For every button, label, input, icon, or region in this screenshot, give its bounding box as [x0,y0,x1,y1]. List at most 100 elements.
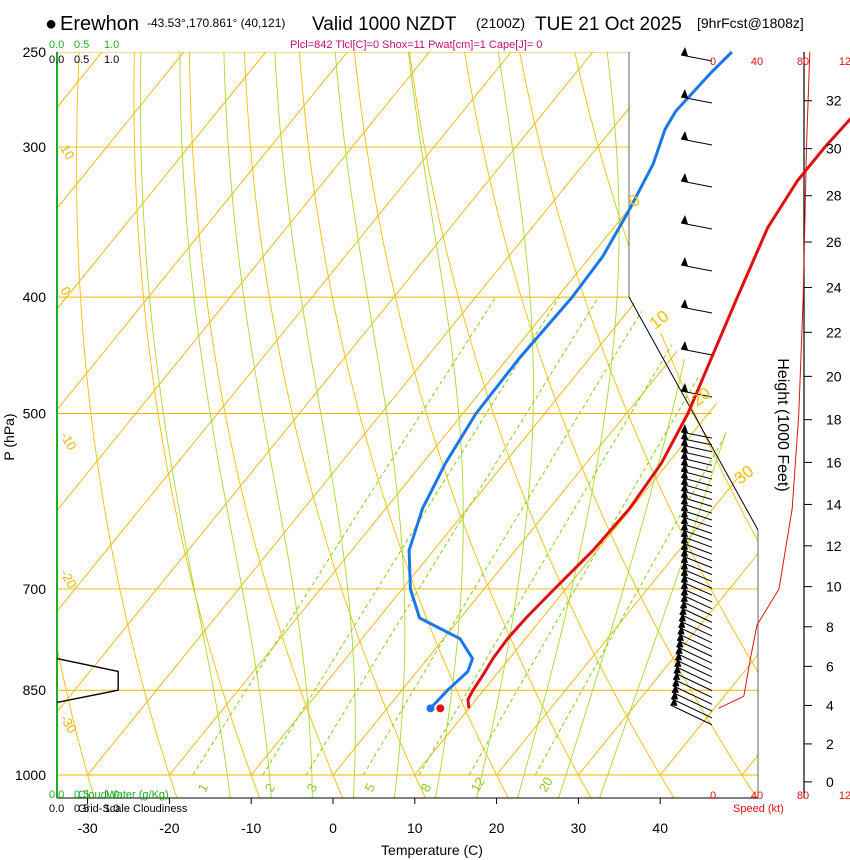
wind-barbs [670,47,713,726]
cloudiness-tick-top: 0.5 [74,54,89,66]
moist-adiabat [274,52,356,798]
y-tick-label: 300 [23,139,47,155]
dry-adiabat [133,52,262,798]
wind-barb [671,691,713,712]
height-tick-label: 18 [826,412,842,428]
wind-barb-flag [681,299,688,308]
wind-barb-flag [679,606,687,615]
height-tick-label: 0 [826,774,834,790]
wind-barb-flag [680,599,688,609]
y-tick-label: 850 [23,682,47,698]
wind-barb [678,626,713,644]
dry-adiabat [297,52,510,798]
mixing-ratio-line [418,296,701,776]
wind-barb-flag [681,515,688,524]
cloudwater-tick-bottom: 0.5 [74,789,89,801]
mixing-ratio-label: 1 [195,781,212,795]
mixing-ratio-line [468,296,746,776]
height-tick-label: 10 [826,579,842,595]
wind-barb-flag [681,521,688,531]
isotherm [57,52,594,776]
height-tick-label: 32 [826,93,842,109]
cloudwater-tick-top: 0.0 [49,39,64,51]
speed-tick-bottom: 120 [839,790,850,802]
y-tick-label: 250 [23,44,47,60]
location-title: Erewhon [60,13,139,35]
wind-barb [677,633,713,651]
wind-barb-flag [678,612,686,622]
wind-barb [680,548,713,562]
wind-barb-flag [681,469,688,479]
frame-diagonal [628,296,759,531]
wind-barb-flag [681,173,688,182]
speed-tick-top: 40 [751,56,763,68]
wind-barb-flag [681,463,688,472]
wind-barb-flag [681,476,688,485]
wind-barb-flag [671,690,679,700]
wind-barb [680,348,713,356]
wind-barb-flag [681,89,688,98]
surface-dewpoint-marker [426,704,435,713]
cloudiness-tick-bottom: 0.0 [49,803,64,815]
location-bullet: ● [45,13,57,35]
wind-barb [670,698,713,719]
wind-barb-flag [675,651,683,661]
wind-barb-flag [681,131,688,140]
wind-barb-flag [681,541,688,550]
wind-barb-flag [681,215,688,224]
wind-barb-flag [681,554,688,563]
moist-adiabat [139,52,231,798]
wind-barb [679,613,713,630]
wind-barb [672,678,713,698]
isotherm-label: -10 [57,429,79,453]
wind-barb-flag [670,697,678,706]
mixing-ratio-label: 12 [468,774,488,794]
y-tick-label: 500 [23,406,47,422]
chart-labels: 1 2 3 5 8 12 20-30 -20 -10 0 10 20 30 402503004005007… [15,39,850,836]
cloudwater-tick-top: 1.0 [104,39,119,51]
wind-barb [675,652,713,671]
dry-adiabat [406,52,676,798]
wind-barb-flag [681,257,688,266]
dry-adiabat [57,52,96,798]
wind-barb-flag [673,664,681,674]
cloudiness-tick-bottom: 1.0 [104,803,119,815]
moist-adiabat [223,52,313,798]
cloudwater-tick-bottom: 1.0 [104,789,119,801]
wind-barb [680,483,713,494]
sounding-parameters: Plcl=842 Tlcl[C]=0 Shox=11 Pwat[cm]=1 Ca… [290,39,542,51]
wind-barb-flag [681,547,688,557]
wind-barb-flag [678,619,686,628]
x-tick-label: 30 [571,820,587,836]
wind-barb [680,96,713,104]
y-axis-title: P (hPa) [1,413,17,460]
cloudiness-profile [56,657,119,704]
wind-barb-flag [681,528,688,537]
wind-barb-flag [681,580,688,589]
isotherm-label: 0 [57,284,74,298]
mixing-ratio-line [362,296,651,776]
wind-barb [680,138,713,146]
isotherm [57,52,348,776]
cloudiness-tick-top: 0.0 [49,54,64,66]
moist-adiabat [179,52,272,798]
wind-barb [680,438,713,446]
wind-barb-flag [681,502,688,511]
dry-adiabat [515,52,758,798]
wind-barb [680,516,713,528]
height-tick-label: 16 [826,454,842,470]
wind-barb [680,180,713,188]
speed-tick-bottom: 40 [751,790,763,802]
wind-barb-flag [681,508,688,518]
moist-adiabat [407,52,464,798]
dry-adiabat [569,52,758,798]
wind-barb [680,464,713,473]
height-tick-label: 2 [826,736,834,752]
wind-barb [680,542,713,555]
isotherm [87,52,676,776]
cloudwater-tick-bottom: 0.0 [49,789,64,801]
forecast-run: [9hrFcst@1808z] [697,15,804,31]
x-tick-label: 0 [329,820,337,836]
height-tick-label: 24 [826,280,842,296]
moist-adiabat [475,52,534,798]
